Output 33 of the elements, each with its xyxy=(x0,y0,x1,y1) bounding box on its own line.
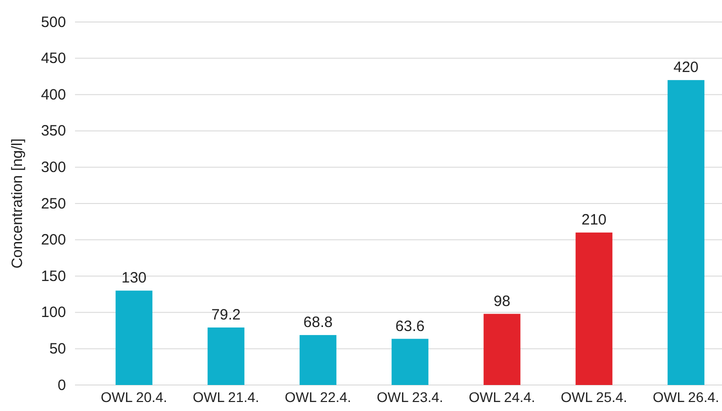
y-tick-label: 200 xyxy=(40,232,66,249)
y-tick-label: 350 xyxy=(40,122,66,140)
data-label: 98 xyxy=(494,292,510,310)
data-label: 130 xyxy=(121,270,147,287)
data-label: 420 xyxy=(673,59,699,76)
y-tick-label: 500 xyxy=(40,14,66,31)
y-tick-label: 250 xyxy=(40,195,66,212)
x-tick-label: OWL 20.4. xyxy=(100,388,168,405)
bar xyxy=(484,314,520,385)
bar xyxy=(208,328,244,385)
data-label: 79.2 xyxy=(211,306,241,324)
x-tick-label: OWL 22.4. xyxy=(284,388,352,405)
data-label: 68.8 xyxy=(303,314,333,332)
bar xyxy=(576,232,612,385)
bar xyxy=(300,335,336,385)
x-tick-label: OWL 25.4. xyxy=(560,388,628,405)
y-axis-title: Concentration [ng/l] xyxy=(9,138,26,269)
y-tick-label: 50 xyxy=(49,340,66,358)
x-tick-label: OWL 24.4. xyxy=(468,388,536,405)
x-tick-label: OWL 26.4. xyxy=(652,388,720,405)
y-tick-label: 300 xyxy=(40,159,66,176)
data-label: 63.6 xyxy=(395,318,425,335)
y-tick-label: 0 xyxy=(58,376,66,394)
y-tick-label: 100 xyxy=(40,304,66,322)
bar xyxy=(392,338,428,385)
y-tick-label: 400 xyxy=(40,86,66,104)
y-tick-label: 450 xyxy=(40,50,66,68)
x-tick-label: OWL 21.4. xyxy=(192,388,260,405)
y-tick-label: 150 xyxy=(40,268,66,285)
data-label: 210 xyxy=(581,212,607,229)
bar xyxy=(668,80,704,385)
x-tick-label: OWL 23.4. xyxy=(376,388,444,405)
bar xyxy=(116,290,152,385)
